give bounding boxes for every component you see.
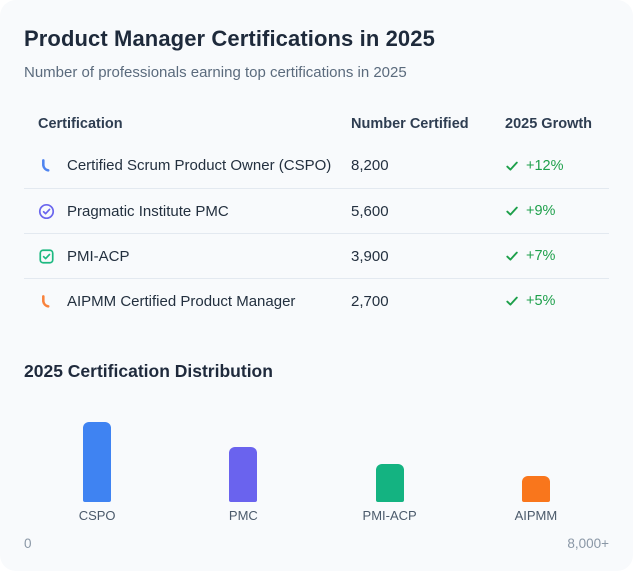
column-header-number-certified: Number Certified (351, 116, 469, 132)
x-axis: 0 8,000+ (24, 536, 609, 551)
bar-label: AIPMM (514, 508, 558, 523)
certification-name: Certified Scrum Product Owner (CSPO) (67, 157, 332, 174)
growth-value: +12% (505, 158, 595, 174)
axis-max-label: 8,000+ (567, 536, 609, 551)
certification-name: PMI-ACP (67, 247, 130, 265)
bar-pmi-acp (375, 464, 404, 502)
column-header-certification: Certification (38, 116, 123, 132)
bar-label: PMC (228, 508, 258, 523)
growth-percent: +12% (526, 157, 564, 174)
table-header-row: Certification Number Certified 2025 Grow… (24, 105, 609, 143)
certified-count: 2,700 (351, 292, 389, 310)
bar-slot (24, 422, 170, 502)
growth-value: +5% (505, 293, 595, 309)
certified-count: 8,200 (351, 157, 389, 174)
check-icon (505, 204, 519, 218)
bar-label: PMI-ACP (362, 508, 417, 523)
column-header-growth: 2025 Growth (505, 116, 593, 132)
arc-icon (38, 157, 55, 174)
growth-value: +9% (505, 203, 595, 219)
bar-aipmm (521, 476, 550, 502)
growth-value: +7% (505, 248, 595, 264)
certification-name: Pragmatic Institute PMC (67, 202, 229, 220)
certifications-table: Certification Number Certified 2025 Grow… (24, 105, 609, 323)
growth-percent: +7% (526, 248, 556, 264)
page-title: Product Manager Certifications in 2025 (24, 26, 435, 51)
bar-pmc (229, 447, 258, 502)
certified-count: 3,900 (351, 247, 389, 265)
check-icon (505, 159, 519, 173)
table-row: Certified Scrum Product Owner (CSPO) 8,2… (24, 143, 609, 188)
certification-name: AIPMM Certified Product Manager (67, 292, 296, 310)
check-icon (505, 249, 519, 263)
table-row: Pragmatic Institute PMC 5,600 +9% (24, 188, 609, 233)
page-subtitle: Number of professionals earning top cert… (24, 64, 407, 81)
bar-label: CSPO (78, 508, 116, 523)
bar-slot (317, 464, 463, 502)
bar-slot (170, 447, 316, 502)
section-title: 2025 Certification Distribution (24, 361, 273, 381)
growth-percent: +5% (526, 293, 556, 309)
check-square-icon (38, 248, 55, 265)
distribution-chart: CSPO PMC PMI-ACP AIPMM 0 8,000+ (24, 422, 609, 551)
bar-chart (24, 422, 609, 502)
bar-labels: CSPO PMC PMI-ACP AIPMM (24, 508, 609, 523)
bar-slot (463, 476, 609, 502)
axis-min-label: 0 (24, 536, 32, 551)
growth-percent: +9% (526, 203, 556, 219)
table-row: AIPMM Certified Product Manager 2,700 +5… (24, 278, 609, 323)
bar-cspo (83, 422, 112, 502)
check-icon (505, 294, 519, 308)
arc-icon (38, 293, 55, 310)
certified-count: 5,600 (351, 202, 389, 220)
check-circle-icon (38, 203, 55, 220)
table-row: PMI-ACP 3,900 +7% (24, 233, 609, 278)
